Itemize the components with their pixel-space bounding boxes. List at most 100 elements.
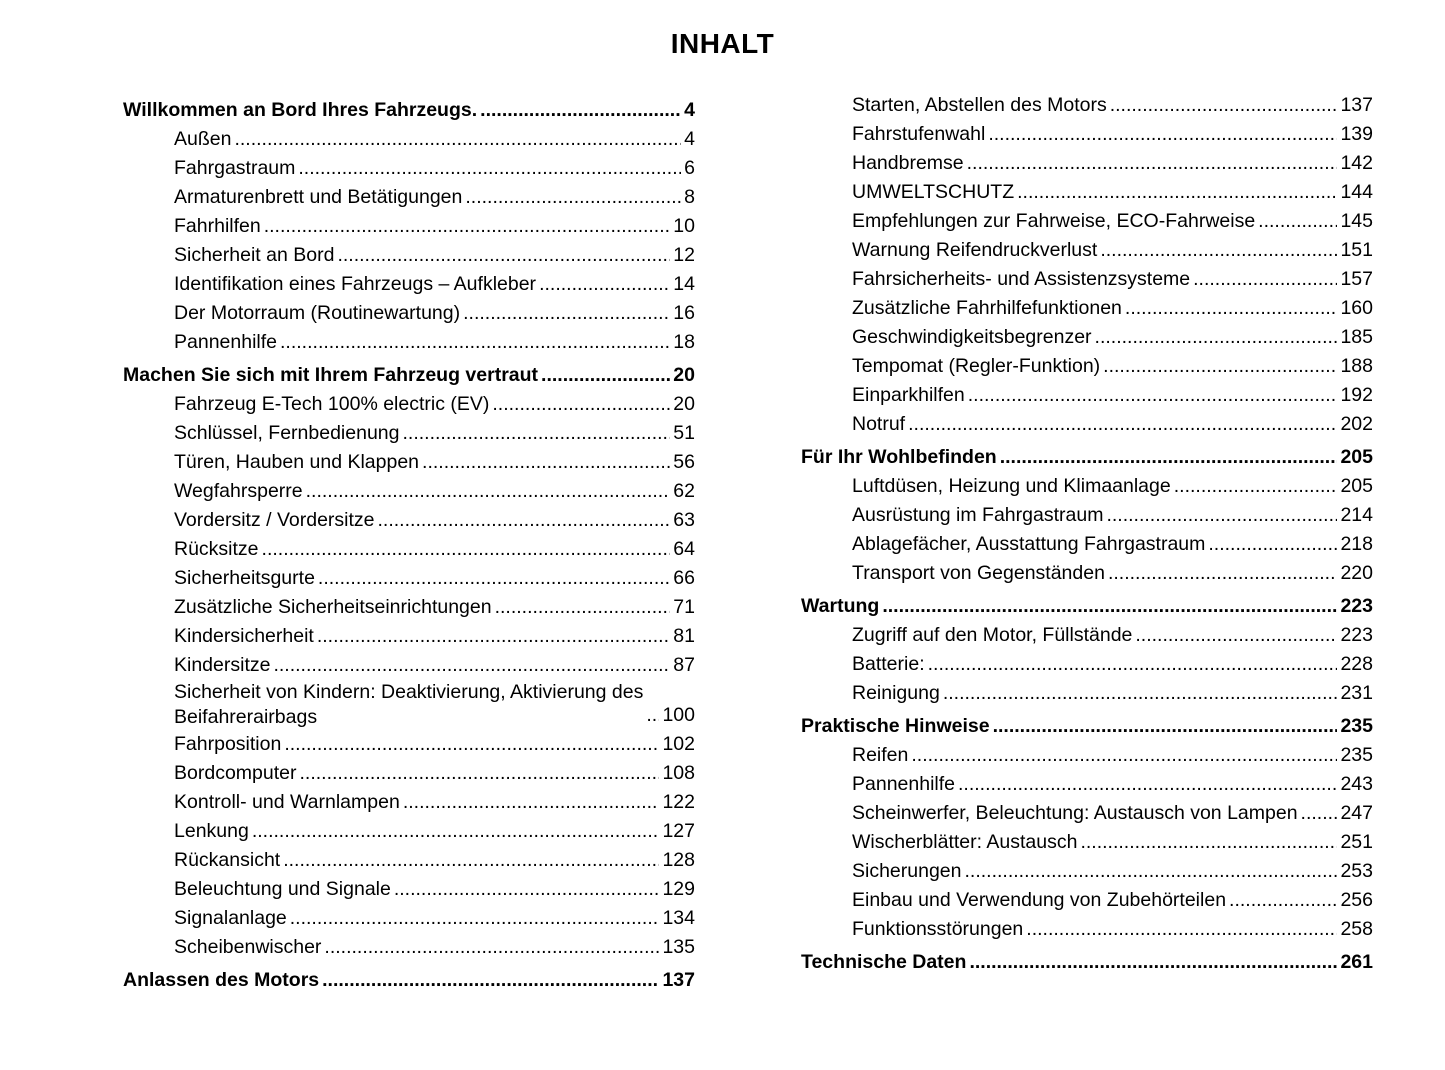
dot-leader: [262, 535, 671, 564]
toc-section-entry[interactable]: Ausrüstung im Fahrgastraum 214: [801, 501, 1373, 530]
dot-leader: [1000, 443, 1338, 472]
toc-page-number: 205: [1340, 446, 1373, 468]
toc-section-entry[interactable]: Warnung Reifendruckverlust 151: [801, 236, 1373, 265]
toc-chapter-entry[interactable]: Praktische Hinweise 235: [801, 712, 1373, 741]
toc-section-entry[interactable]: Tempomat (Regler-Funktion) 188: [801, 352, 1373, 381]
toc-section-entry[interactable]: Luftdüsen, Heizung und Klimaanlage 205: [801, 472, 1373, 501]
toc-entry-title: Technische Daten: [801, 951, 967, 973]
toc-section-entry[interactable]: Fahrgastraum 6: [123, 154, 695, 183]
toc-section-entry[interactable]: Scheinwerfer, Beleuchtung: Austausch von…: [801, 799, 1373, 828]
toc-section-entry[interactable]: Kontroll- und Warnlampen 122: [123, 788, 695, 817]
toc-section-entry[interactable]: Sicherheit an Bord 12: [123, 241, 695, 270]
toc-entry-title: Türen, Hauben und Klappen: [174, 451, 420, 473]
dot-leader: [969, 948, 1337, 977]
toc-section-entry[interactable]: Kindersitze 87: [123, 651, 695, 680]
toc-section-entry[interactable]: Notruf 202: [801, 410, 1373, 439]
toc-section-entry[interactable]: Armaturenbrett und Betätigungen 8: [123, 183, 695, 212]
toc-page-number: 218: [1340, 533, 1373, 555]
page-title: INHALT: [670, 28, 775, 59]
toc-section-entry[interactable]: Reinigung 231: [801, 679, 1373, 708]
toc-page-number: 188: [1340, 355, 1373, 377]
toc-section-entry[interactable]: Wischerblätter: Austausch 251: [801, 828, 1373, 857]
toc-section-entry[interactable]: Rückansicht 128: [123, 846, 695, 875]
toc-entry-title: Sicherheitsgurte: [174, 567, 315, 589]
toc-section-entry[interactable]: Scheibenwischer 135: [123, 933, 695, 962]
toc-section-entry[interactable]: Bordcomputer 108: [123, 759, 695, 788]
toc-page-number: 8: [684, 186, 695, 208]
toc-section-entry[interactable]: Kindersicherheit 81: [123, 622, 695, 651]
toc-page-number: 220: [1340, 562, 1373, 584]
toc-section-entry[interactable]: Rücksitze 64: [123, 535, 695, 564]
dot-leader: [1174, 472, 1338, 501]
toc-page-number: 12: [673, 244, 695, 266]
toc-entry-title: Scheinwerfer, Beleuchtung: Austausch von…: [852, 802, 1298, 824]
toc-section-entry[interactable]: Geschwindigkeitsbegrenzer 185: [801, 323, 1373, 352]
toc-section-entry[interactable]: Fahrsicherheits- und Assistenzsysteme 157: [801, 265, 1373, 294]
toc-section-entry[interactable]: Zusätzliche Fahrhilfefunktionen 160: [801, 294, 1373, 323]
toc-section-entry[interactable]: Fahrstufenwahl 139: [801, 120, 1373, 149]
toc-section-entry[interactable]: Pannenhilfe 18: [123, 328, 695, 357]
toc-page-number: 231: [1340, 682, 1373, 704]
toc-page-number: 51: [673, 422, 695, 444]
toc-page-number: 142: [1340, 152, 1373, 174]
toc-section-entry[interactable]: Batterie: 228: [801, 650, 1373, 679]
toc-page-number: 56: [673, 451, 695, 473]
toc-entry-title: Lenkung: [174, 820, 249, 842]
toc-section-entry[interactable]: Pannenhilfe 243: [801, 770, 1373, 799]
toc-section-entry[interactable]: Fahrposition 102: [123, 730, 695, 759]
toc-page-number: 205: [1340, 475, 1373, 497]
toc-chapter-entry[interactable]: Technische Daten 261: [801, 948, 1373, 977]
toc-section-entry[interactable]: Vordersitz / Vordersitze 63: [123, 506, 695, 535]
dot-leader: [252, 817, 660, 846]
toc-section-entry[interactable]: Empfehlungen zur Fahrweise, ECO-Fahrweis…: [801, 207, 1373, 236]
toc-section-entry[interactable]: Zusätzliche Sicherheitseinrichtungen 71: [123, 593, 695, 622]
toc-section-entry[interactable]: Sicherheitsgurte 66: [123, 564, 695, 593]
toc-chapter-entry[interactable]: Anlassen des Motors 137: [123, 966, 695, 995]
toc-section-entry[interactable]: Transport von Gegenständen 220: [801, 559, 1373, 588]
toc-section-entry[interactable]: Einbau und Verwendung von Zubehörteilen 2…: [801, 886, 1373, 915]
toc-section-entry[interactable]: Wegfahrsperre 62: [123, 477, 695, 506]
toc-section-entry[interactable]: Beleuchtung und Signale 129: [123, 875, 695, 904]
toc-chapter-entry[interactable]: Wartung 223: [801, 592, 1373, 621]
toc-section-entry[interactable]: Ablagefächer, Ausstattung Fahrgastraum 21…: [801, 530, 1373, 559]
toc-section-entry[interactable]: Türen, Hauben und Klappen 56: [123, 448, 695, 477]
toc-section-entry[interactable]: Zugriff auf den Motor, Füllstände 223: [801, 621, 1373, 650]
dot-leader: [968, 381, 1338, 410]
toc-section-entry[interactable]: Fahrzeug E-Tech 100% electric (EV) 20: [123, 390, 695, 419]
toc-section-entry[interactable]: Handbremse 142: [801, 149, 1373, 178]
toc-entry-title: Kindersicherheit: [174, 625, 314, 647]
toc-section-entry[interactable]: Der Motorraum (Routinewartung) 16: [123, 299, 695, 328]
toc-section-entry[interactable]: Sicherheit von Kindern: Deaktivierung, A…: [123, 680, 695, 730]
toc-section-entry[interactable]: Außen 4: [123, 125, 695, 154]
toc-section-entry[interactable]: Schlüssel, Fernbedienung 51: [123, 419, 695, 448]
toc-page-number: 214: [1340, 504, 1373, 526]
toc-section-entry[interactable]: Signalanlage 134: [123, 904, 695, 933]
toc-page-number: 100: [662, 704, 695, 726]
toc-page-number: 16: [673, 302, 695, 324]
toc-section-entry[interactable]: Einparkhilfen 192: [801, 381, 1373, 410]
dot-leader: [492, 390, 670, 419]
dot-leader: [1106, 501, 1337, 530]
dot-leader: [306, 477, 671, 506]
toc-section-entry[interactable]: Funktionsstörungen 258: [801, 915, 1373, 944]
toc-page-number: 134: [662, 907, 695, 929]
toc-section-entry[interactable]: UMWELTSCHUTZ 144: [801, 178, 1373, 207]
toc-chapter-entry[interactable]: Für Ihr Wohlbefinden 205: [801, 443, 1373, 472]
dot-leader: [943, 679, 1338, 708]
toc-section-entry[interactable]: Fahrhilfen 10: [123, 212, 695, 241]
toc-chapter-entry[interactable]: Willkommen an Bord Ihres Fahrzeugs. 4: [123, 96, 695, 125]
dot-leader: [299, 759, 659, 788]
toc-section-entry[interactable]: Sicherungen 253: [801, 857, 1373, 886]
toc-entry-title: Ablagefächer, Ausstattung Fahrgastraum: [852, 533, 1206, 555]
toc-entry-title: Einbau und Verwendung von Zubehörteilen: [852, 889, 1227, 911]
toc-section-entry[interactable]: Identifikation eines Fahrzeugs – Aufkleb…: [123, 270, 695, 299]
toc-page-number: 151: [1340, 239, 1373, 261]
toc-chapter-entry[interactable]: Machen Sie sich mit Ihrem Fahrzeug vertr…: [123, 361, 695, 390]
dot-leader: [1208, 530, 1337, 559]
toc-entry-title: Geschwindigkeitsbegrenzer: [852, 326, 1092, 348]
toc-section-entry[interactable]: Lenkung 127: [123, 817, 695, 846]
toc-section-entry[interactable]: Starten, Abstellen des Motors 137: [801, 91, 1373, 120]
dot-leader: [1100, 236, 1337, 265]
toc-entry-title: Sicherheit an Bord: [174, 244, 335, 266]
toc-section-entry[interactable]: Reifen 235: [801, 741, 1373, 770]
